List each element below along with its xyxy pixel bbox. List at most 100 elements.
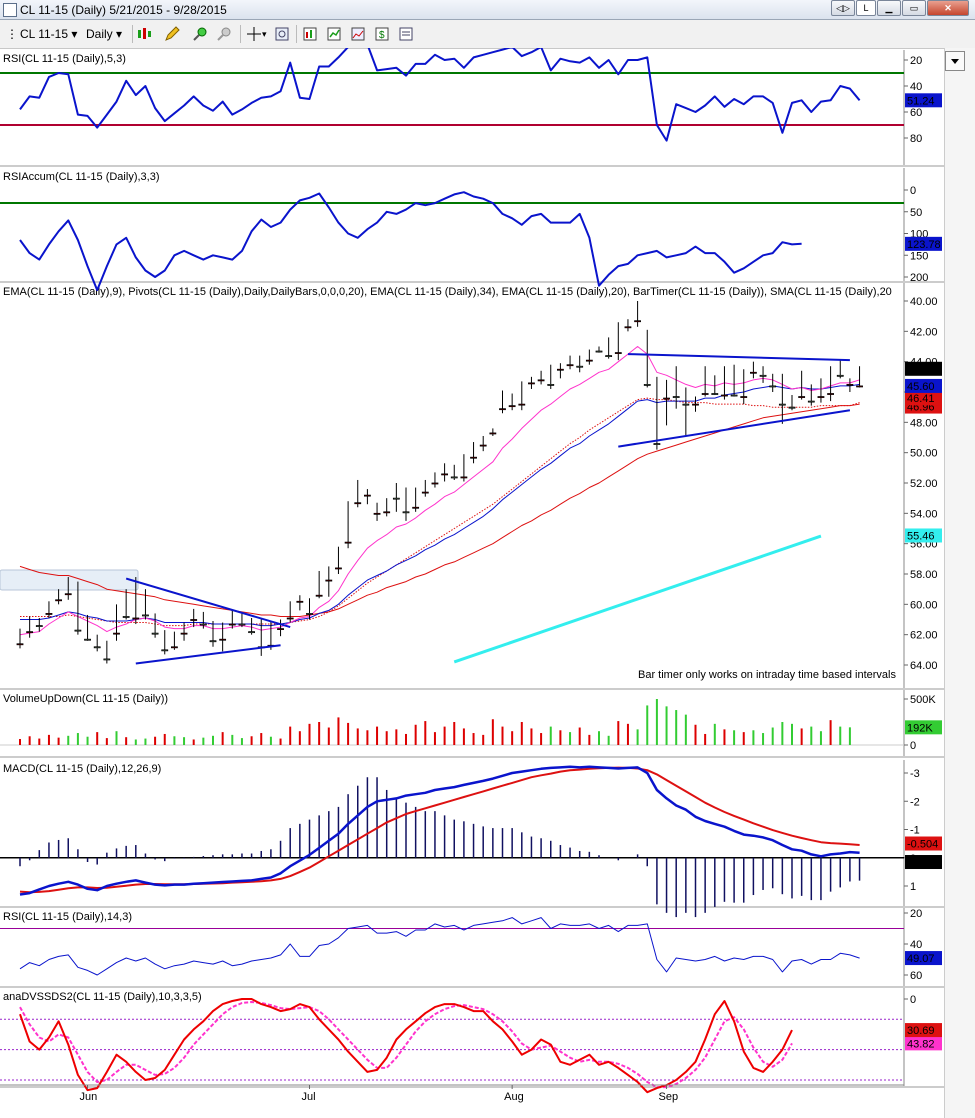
volume-up-bar	[752, 730, 755, 745]
chart-properties-icon[interactable]	[350, 26, 366, 42]
instrument-selector[interactable]: CL 11-15 ▾	[20, 27, 78, 41]
strategies-icon[interactable]	[326, 26, 342, 42]
down-candle	[354, 502, 362, 505]
volume-up-bar	[144, 738, 147, 745]
toolbar-grip-icon: ⋮	[6, 27, 18, 41]
down-candle	[335, 567, 342, 570]
right-scroll-strip	[944, 48, 975, 1118]
crosshair-dropdown-icon[interactable]: ▾	[262, 29, 267, 39]
volume-value-label-bg	[905, 720, 942, 735]
volume-down-bar	[742, 732, 745, 745]
up-candle	[402, 511, 410, 514]
minimize-button[interactable]: ▁	[877, 0, 901, 16]
down-candle	[701, 393, 709, 395]
volume-down-bar	[540, 733, 543, 745]
down-candle	[373, 512, 381, 515]
down-candle	[277, 628, 284, 630]
volume-down-bar	[366, 730, 369, 745]
axis-tick-label: 42.00	[910, 326, 938, 338]
down-candle	[315, 594, 323, 597]
ema20-value-label: 45.60	[907, 381, 935, 393]
down-candle	[557, 368, 564, 371]
volume-up-bar	[781, 722, 784, 745]
axis-tick-label: 40.00	[910, 296, 938, 308]
down-candle	[325, 579, 333, 582]
axis-tick-label: 0	[910, 994, 916, 1006]
data-box-icon[interactable]	[274, 26, 290, 42]
maximize-button[interactable]: ▭	[902, 0, 926, 16]
axis-tick-label: -2	[910, 796, 920, 808]
candlestick-style-icon[interactable]	[136, 26, 152, 42]
volume-down-bar	[694, 724, 697, 745]
chart-window-icon	[3, 3, 17, 17]
panel-menu-button[interactable]	[945, 51, 965, 71]
axis-tick-label: 500K	[910, 694, 936, 706]
up-candle	[84, 638, 91, 641]
volume-up-bar	[269, 736, 272, 745]
properties-panel-icon[interactable]	[398, 26, 414, 42]
panel-title-rsi2: RSI(CL 11-15 (Daily),14,3)	[3, 911, 132, 923]
up-candle	[759, 374, 767, 377]
zoom-out-icon[interactable]	[216, 26, 232, 42]
link-box[interactable]: L	[856, 0, 876, 16]
down-candle	[634, 320, 641, 323]
x-axis-label-jun: Jun	[80, 1091, 98, 1103]
volume-down-bar	[482, 734, 485, 745]
up-candle	[161, 649, 169, 652]
up-candle	[643, 384, 651, 386]
up-candle	[711, 393, 719, 395]
axis-tick-label: 40	[910, 939, 922, 951]
volume-up-bar	[231, 734, 234, 745]
down-candle	[113, 632, 120, 635]
volume-up-bar	[202, 737, 205, 745]
down-candle	[470, 456, 477, 459]
down-candle	[508, 405, 516, 408]
down-candle	[363, 494, 371, 497]
volume-up-bar	[665, 706, 668, 745]
volume-down-bar	[578, 727, 581, 745]
down-candle	[180, 632, 188, 635]
volume-down-bar	[626, 723, 629, 745]
up-candle	[122, 616, 130, 618]
down-candle	[16, 643, 24, 646]
rsiaccum-line	[19, 191, 802, 292]
close-button[interactable]: ✕	[927, 0, 969, 16]
panel-title-dvss: anaDVSSDS2(CL 11-15 (Daily),10,3,3,5)	[3, 991, 202, 1003]
macd-hist-value-label: 0.151	[907, 857, 935, 869]
crosshair-icon[interactable]	[246, 26, 262, 42]
indicators-icon[interactable]	[302, 26, 318, 42]
volume-up-bar	[848, 727, 851, 745]
down-candle	[518, 403, 526, 406]
volume-down-bar	[298, 731, 301, 745]
panel-title-rsiaccum: RSIAccum(CL 11-15 (Daily),3,3)	[3, 171, 160, 183]
chart-area[interactable]: RSI(CL 11-15 (Daily),5,3) 80 60 40 20 RSIAccu…	[0, 48, 944, 1118]
volume-up-bar	[771, 727, 774, 745]
macd-hist-value-label-bg	[905, 855, 942, 870]
interval-selector[interactable]: Daily ▾	[86, 27, 123, 41]
volume-down-bar	[221, 732, 224, 745]
volume-down-bar	[800, 728, 803, 745]
up-candle	[605, 355, 613, 358]
down-candle	[286, 617, 294, 620]
axis-tick-label: 52.00	[910, 478, 938, 490]
up-candle	[74, 629, 82, 632]
volume-up-bar	[134, 739, 137, 745]
axis-tick-label: 48.00	[910, 417, 938, 429]
dvss-d-line	[19, 1001, 793, 1089]
volume-up-bar	[67, 735, 70, 745]
volume-down-bar	[472, 733, 475, 745]
zoom-in-icon[interactable]	[192, 26, 208, 42]
volume-down-bar	[385, 731, 388, 745]
dollar-icon[interactable]: $	[374, 26, 390, 42]
pencil-draw-icon[interactable]	[164, 26, 180, 42]
rsi5-value-label: 51.24	[907, 95, 935, 107]
trendline	[618, 409, 851, 448]
ema9-line	[19, 346, 860, 636]
volume-down-bar	[38, 738, 41, 745]
axis-tick-label: 40	[910, 81, 922, 93]
volume-down-bar	[260, 733, 263, 745]
volume-down-bar	[376, 726, 379, 745]
up-candle	[392, 497, 400, 500]
scroll-link-icon[interactable]: ◁▷	[831, 0, 855, 16]
volume-value-label: 192K	[907, 722, 933, 734]
